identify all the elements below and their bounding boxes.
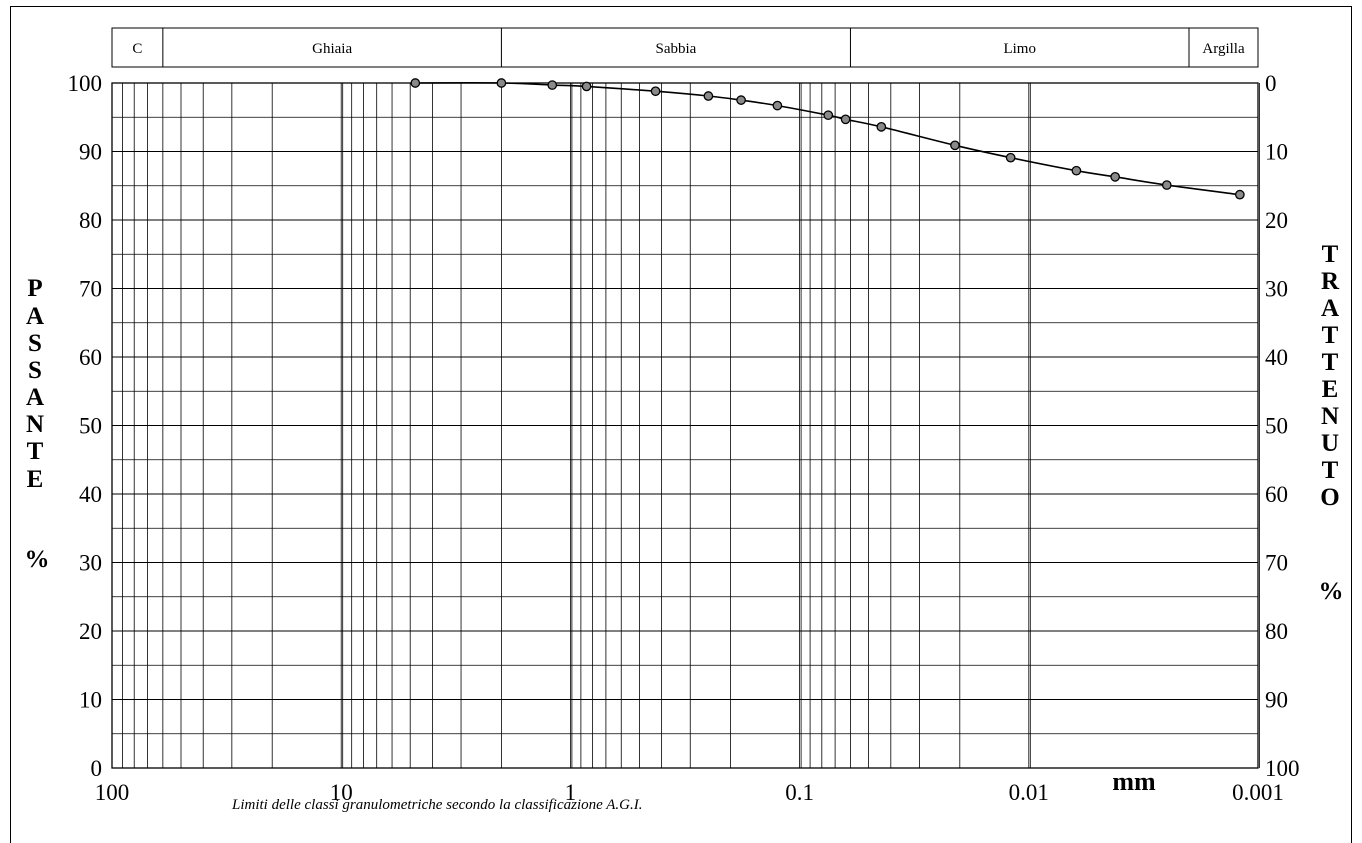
left-axis-letter-N: N	[26, 411, 44, 438]
right-axis-title: T R A T T E N U T O %	[1319, 241, 1344, 605]
y2-tick-label: 90	[1265, 688, 1288, 713]
y2-tick-label: 100	[1265, 756, 1300, 781]
y2-tick-label: 0	[1265, 71, 1277, 96]
class-label-c: C	[132, 41, 142, 57]
left-axis-letter-P: P	[27, 275, 42, 302]
left-axis-title: P A S S A N T E %	[25, 275, 50, 573]
y2-tick-label: 70	[1265, 551, 1288, 576]
y-tick-label: 10	[79, 688, 102, 713]
right-axis-letter-E: E	[1322, 376, 1339, 403]
data-point	[1161, 180, 1172, 190]
y2-tick-label: 60	[1265, 482, 1288, 507]
right-axis-letter-O: O	[1320, 484, 1339, 511]
y2-tick-label: 30	[1265, 277, 1288, 302]
y2-tick-label: 10	[1265, 140, 1288, 165]
y-tick-label: 50	[79, 414, 102, 439]
curve	[410, 78, 1245, 200]
right-axis-letter-T2: T	[1322, 322, 1339, 349]
right-axis-letter-U: U	[1321, 430, 1339, 457]
plot-border	[111, 82, 1259, 769]
y-tick-label: 40	[79, 482, 102, 507]
left-axis-letter-A2: A	[26, 384, 44, 411]
data-point	[1071, 165, 1082, 176]
data-point	[547, 80, 558, 90]
data-point	[1005, 152, 1016, 163]
x-tick-label: 0.1	[785, 780, 814, 805]
axes: 0102030405060708090100100908070605040302…	[68, 71, 1300, 805]
left-axis-letter-S: S	[28, 330, 42, 357]
class-band-frame	[111, 27, 1259, 68]
left-axis-letter-E: E	[27, 466, 44, 493]
x-tick-label: 100	[95, 780, 130, 805]
y2-tick-label: 80	[1265, 619, 1288, 644]
data-point	[650, 86, 661, 97]
class-band: C Ghiaia Sabbia Limo Argilla	[111, 27, 1259, 68]
data-point	[581, 81, 592, 92]
data-point	[496, 78, 507, 88]
y-tick-label: 0	[91, 756, 103, 781]
y-tick-label: 30	[79, 551, 102, 576]
data-point	[703, 91, 714, 101]
data-point	[950, 140, 960, 151]
data-point	[736, 95, 746, 105]
data-point	[410, 78, 421, 88]
x-axis-unit: mm	[1112, 767, 1156, 796]
x-tick-label: 0.001	[1232, 780, 1284, 805]
data-point	[772, 100, 783, 111]
class-label-ghiaia: Ghiaia	[312, 41, 352, 57]
left-axis-letter-S2: S	[28, 357, 42, 384]
right-axis-letter-N: N	[1321, 403, 1339, 430]
data-point	[823, 110, 834, 121]
right-axis-letter-T4: T	[1322, 457, 1339, 484]
y-tick-label: 90	[79, 140, 102, 165]
y2-tick-label: 50	[1265, 414, 1288, 439]
y-tick-label: 70	[79, 277, 102, 302]
grid	[111, 82, 1260, 769]
y-tick-label: 100	[68, 71, 103, 96]
chart-frame	[10, 6, 1352, 843]
x-tick-label: 10	[330, 780, 353, 805]
x-tick-label: 0.01	[1009, 780, 1049, 805]
data-point	[1110, 171, 1121, 182]
y-tick-label: 80	[79, 208, 102, 233]
right-axis-letter-R: R	[1321, 268, 1340, 295]
data-point	[876, 121, 887, 132]
left-axis-unit: %	[25, 546, 50, 573]
class-label-argilla: Argilla	[1202, 41, 1245, 57]
chart-caption: Limiti delle classi granulometriche seco…	[231, 797, 643, 813]
right-axis-letter-T3: T	[1322, 349, 1339, 376]
y2-tick-label: 40	[1265, 345, 1288, 370]
left-axis-letter-T: T	[27, 438, 44, 465]
y2-tick-label: 20	[1265, 208, 1288, 233]
y-tick-label: 20	[79, 619, 102, 644]
data-point	[1235, 189, 1245, 200]
left-axis-letter-A: A	[26, 303, 44, 330]
x-tick-label: 1	[565, 780, 577, 805]
right-axis-unit: %	[1319, 578, 1344, 605]
data-point	[840, 114, 851, 125]
class-label-limo: Limo	[1003, 41, 1036, 57]
right-axis-letter-A: A	[1321, 295, 1339, 322]
right-axis-letter-T: T	[1322, 241, 1339, 268]
class-label-sabbia: Sabbia	[656, 41, 697, 57]
y-tick-label: 60	[79, 345, 102, 370]
